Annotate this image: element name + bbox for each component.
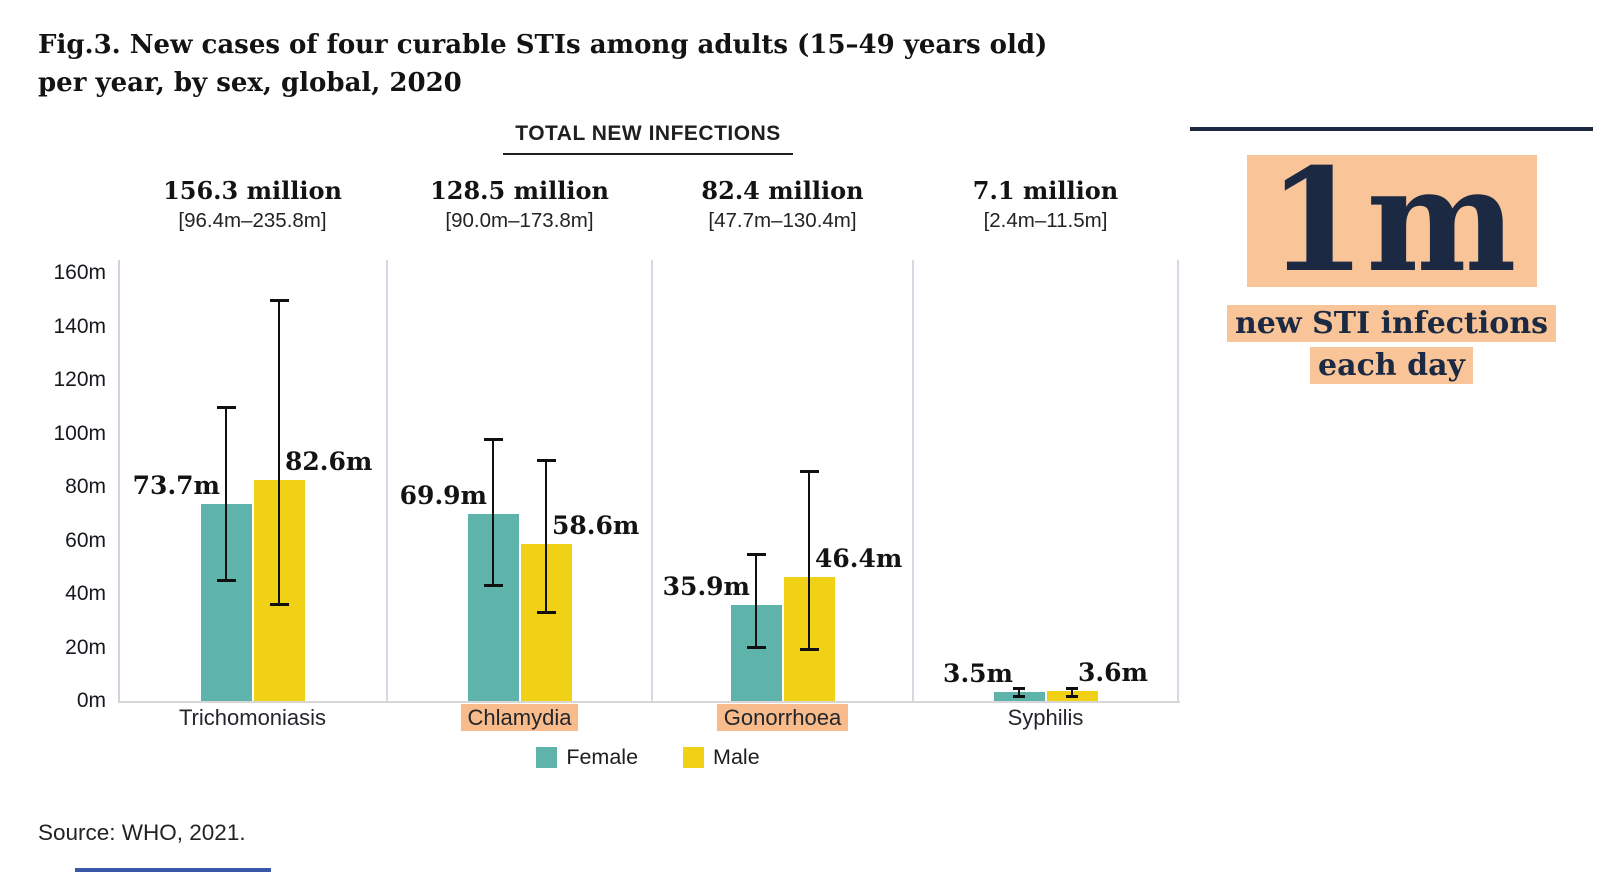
error-bar-cap-top xyxy=(536,459,556,463)
y-tick-label: 160m xyxy=(53,261,106,284)
bar-value-label: 69.9m xyxy=(399,481,487,511)
error-bar-cap-top xyxy=(1066,686,1078,690)
bar-value-label: 58.6m xyxy=(552,511,640,541)
panel-divider xyxy=(386,260,388,701)
error-bar-line xyxy=(225,406,227,581)
error-bar-cap-bottom xyxy=(536,610,556,614)
caption-line2: each day xyxy=(1310,347,1473,384)
error-bar-cap-top xyxy=(483,437,503,441)
legend-swatch-female xyxy=(536,747,558,768)
y-tick-label: 0m xyxy=(76,689,106,712)
error-bar-line xyxy=(545,460,547,613)
column-total-range: [90.0m–173.8m] xyxy=(445,209,594,232)
legend-swatch-male xyxy=(683,747,705,768)
bar-value-label: 82.6m xyxy=(285,447,373,477)
error-bar-cap-top xyxy=(216,405,236,409)
x-category-text: Gonorrhoea xyxy=(716,704,849,731)
caption-line1: new STI infections xyxy=(1226,305,1557,342)
y-tick-label: 140m xyxy=(53,314,106,338)
chart-header-wrap: TOTAL NEW INFECTIONS xyxy=(118,122,1178,155)
figure-title: Fig.3. New cases of four curable STIs am… xyxy=(38,26,1047,102)
legend-label: Female xyxy=(566,745,639,769)
error-bar-cap-bottom xyxy=(216,578,236,582)
column-total-value: 82.4 million xyxy=(701,176,864,205)
chart-header: TOTAL NEW INFECTIONS xyxy=(503,122,793,155)
legend: Female Male xyxy=(118,745,1178,770)
panel-divider xyxy=(912,260,914,701)
x-category-text: Chlamydia xyxy=(460,704,579,731)
y-tick-label: 20m xyxy=(65,635,106,659)
panel-divider xyxy=(1177,260,1179,701)
error-bar-cap-top xyxy=(1013,686,1025,690)
column-total-value: 128.5 million xyxy=(430,176,609,205)
y-tick-label: 80m xyxy=(65,475,106,498)
x-category-label: Gonorrhoea xyxy=(653,704,913,731)
figure-title-line2: per year, by sex, global, 2020 xyxy=(38,68,462,98)
error-bar-cap-bottom xyxy=(799,648,819,652)
top-rule xyxy=(1190,127,1593,131)
footer-rule xyxy=(75,868,271,872)
error-bar-cap-bottom xyxy=(1066,694,1078,698)
error-bar-line xyxy=(755,553,757,648)
error-bar-line xyxy=(492,438,494,586)
panel-divider xyxy=(651,260,653,701)
bar-value-label: 73.7m xyxy=(132,470,220,500)
plot-area xyxy=(118,260,1180,703)
legend-item-female: Female xyxy=(536,745,638,770)
bar-value-label: 3.5m xyxy=(943,658,1013,688)
column-total: 156.3 million [96.4m–235.8m] xyxy=(118,176,388,235)
column-total: 128.5 million [90.0m–173.8m] xyxy=(385,176,655,235)
legend-label: Male xyxy=(713,745,760,769)
error-bar-cap-top xyxy=(799,469,819,473)
column-total-range: [2.4m–11.5m] xyxy=(983,209,1108,232)
x-category-label: Chlamydia xyxy=(390,704,650,731)
bar-value-label: 35.9m xyxy=(662,571,750,601)
error-bar-line xyxy=(1018,687,1020,697)
x-category-text: Trichomoniasis xyxy=(178,705,327,730)
figure-title-line1: Fig.3. New cases of four curable STIs am… xyxy=(38,30,1048,60)
bar-value-label: 46.4m xyxy=(815,543,903,573)
x-category-label: Trichomoniasis xyxy=(123,705,383,731)
y-tick-label: 40m xyxy=(65,582,106,605)
y-tick-label: 100m xyxy=(53,421,106,445)
column-total: 82.4 million [47.7m–130.4m] xyxy=(648,176,918,235)
error-bar-line xyxy=(278,299,280,605)
column-total-range: [96.4m–235.8m] xyxy=(178,209,327,232)
error-bar-line xyxy=(1071,687,1073,697)
error-bar-line xyxy=(808,470,810,651)
infographic-caption: new STI infections each day xyxy=(1190,303,1593,387)
error-bar-cap-bottom xyxy=(746,645,766,649)
error-bar-cap-top xyxy=(269,298,289,302)
column-total-value: 156.3 million xyxy=(163,176,342,205)
error-bar-cap-bottom xyxy=(483,583,503,587)
y-tick-label: 120m xyxy=(53,368,106,391)
error-bar-cap-bottom xyxy=(1013,694,1025,698)
x-category-label: Syphilis xyxy=(916,705,1176,731)
legend-item-male: Male xyxy=(683,745,760,770)
column-total-range: [47.7m–130.4m] xyxy=(708,209,857,232)
big-number: 1m xyxy=(1247,150,1537,292)
y-tick-label: 60m xyxy=(65,528,106,552)
x-category-text: Syphilis xyxy=(1007,705,1084,730)
column-total-value: 7.1 million xyxy=(972,176,1119,205)
error-bar-cap-top xyxy=(746,552,766,556)
bar-value-label: 3.6m xyxy=(1078,658,1148,688)
column-total: 7.1 million [2.4m–11.5m] xyxy=(911,176,1181,235)
source-text: Source: WHO, 2021. xyxy=(38,820,246,845)
error-bar-cap-bottom xyxy=(269,602,289,606)
